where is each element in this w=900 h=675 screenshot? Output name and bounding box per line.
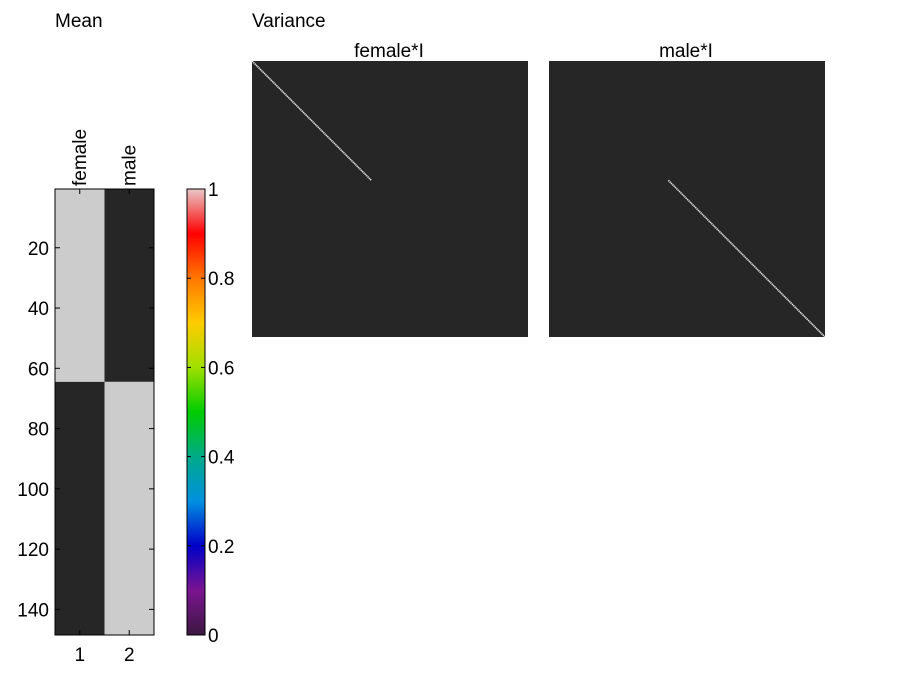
variance-diagonal: [667, 179, 826, 338]
variance-diagonal: [251, 60, 372, 181]
mean-xtick-label: 2: [124, 645, 135, 666]
mean-xtick-label: 1: [74, 645, 85, 666]
mean-cell: [104, 381, 154, 635]
mean-ytick-label: 80: [28, 420, 49, 441]
variance-title: Variance: [252, 11, 326, 32]
variance-background: [549, 61, 825, 337]
colorbar-tick-label: 0.2: [208, 537, 234, 558]
mean-cell: [55, 381, 105, 635]
variance-male-title: male*I: [659, 41, 713, 62]
mean-ytick-label: 60: [28, 359, 49, 380]
mean-ytick-label: 20: [28, 239, 49, 260]
mean-column-label: male: [119, 145, 140, 186]
colorbar-tick-label: 0.8: [208, 269, 234, 290]
colorbar-tick-label: 1: [208, 180, 219, 201]
variance-female-heatmap: [251, 60, 528, 337]
mean-cell: [104, 189, 154, 382]
colorbar-tick-label: 0.6: [208, 358, 234, 379]
mean-ytick-label: 100: [17, 480, 49, 501]
mean-ytick-label: 40: [28, 299, 49, 320]
variance-background: [252, 61, 528, 337]
mean-title: Mean: [55, 11, 103, 32]
colorbar-gradient: [186, 188, 206, 636]
mean-heatmap: 20 40 60 80 100 120 140 1 2 female male: [17, 129, 155, 666]
colorbar: 0 0.2 0.4 0.6 0.8 1: [186, 180, 235, 647]
variance-male-heatmap: [549, 61, 826, 338]
mean-cell: [55, 189, 105, 382]
mean-column-label: female: [70, 129, 91, 186]
colorbar-tick-label: 0.4: [208, 448, 235, 469]
colorbar-tick-label: 0: [208, 626, 219, 647]
mean-ytick-label: 140: [17, 600, 49, 621]
mean-ytick-label: 120: [17, 540, 49, 561]
mean-axes-frame: [54, 188, 155, 636]
variance-female-title: female*I: [354, 41, 424, 62]
